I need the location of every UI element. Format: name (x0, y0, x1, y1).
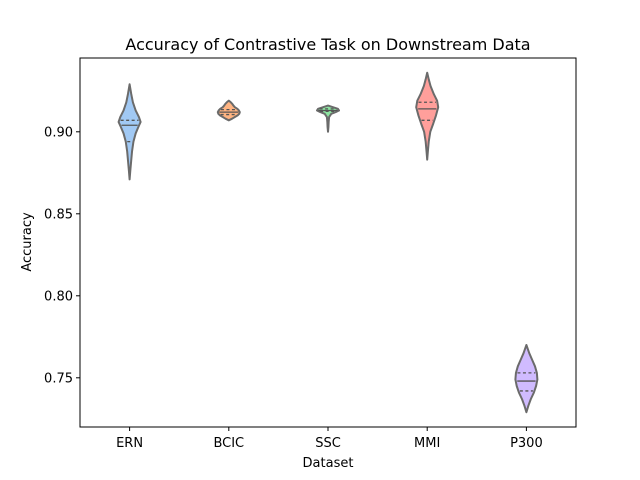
violin-ern (117, 83, 142, 181)
y-tick-label: 0.85 (44, 207, 73, 222)
x-axis: ERN BCIC SSC MMI P300 (116, 427, 543, 451)
x-tick-label: SSC (315, 436, 341, 451)
violin-ssc (316, 104, 340, 133)
x-tick-label: ERN (116, 436, 143, 451)
y-tick-label: 0.80 (44, 289, 73, 304)
chart-title: Accuracy of Contrastive Task on Downstre… (125, 35, 530, 54)
x-axis-label: Dataset (303, 456, 354, 471)
y-tick-label: 0.75 (44, 371, 73, 386)
y-axis: 0.75 0.80 0.85 0.90 (44, 125, 80, 386)
x-tick-label: P300 (510, 436, 543, 451)
y-axis-label: Accuracy (20, 212, 35, 272)
violin-mmi (415, 71, 440, 161)
violins-layer (117, 71, 539, 414)
violin-p300 (514, 344, 539, 414)
x-tick-label: MMI (414, 436, 440, 451)
x-tick-label: BCIC (213, 436, 244, 451)
violin-bcic (216, 99, 241, 122)
y-tick-label: 0.90 (44, 125, 73, 140)
